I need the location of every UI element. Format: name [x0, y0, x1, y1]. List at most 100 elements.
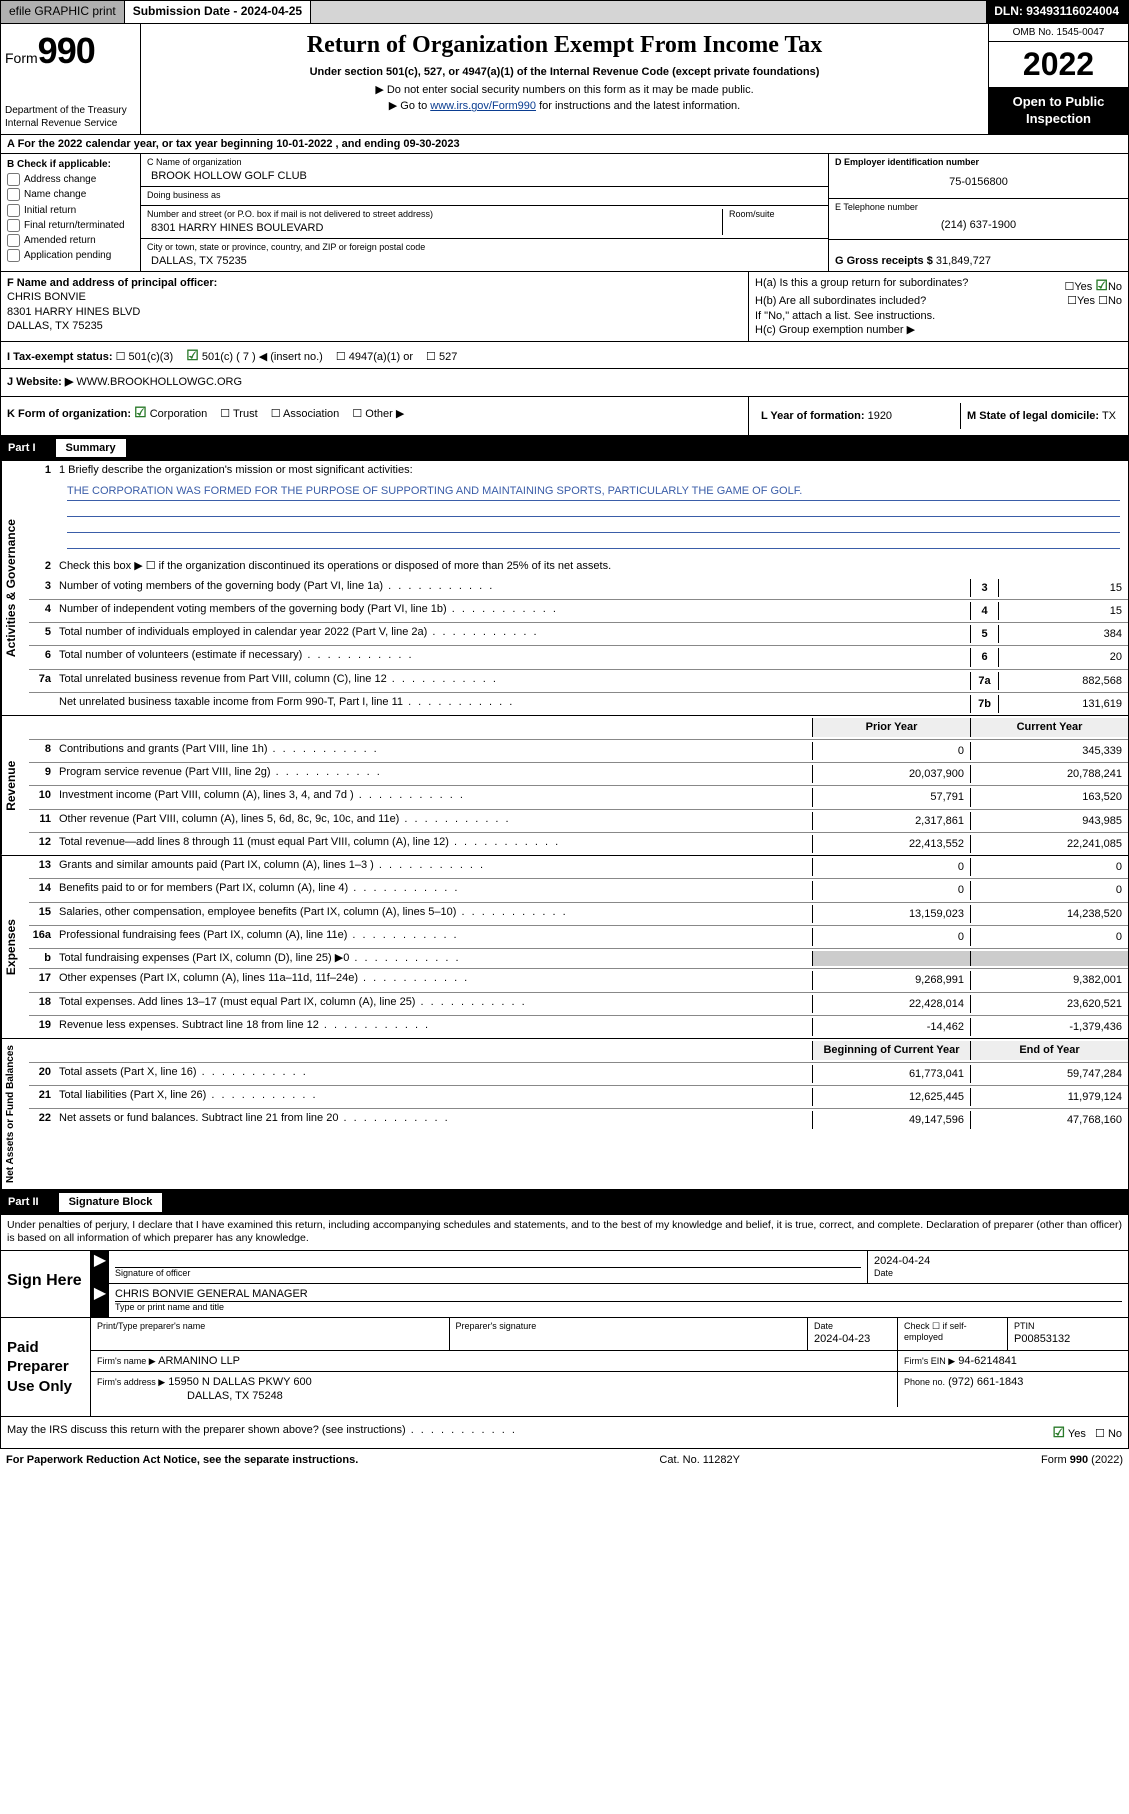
title-cell: Return of Organization Exempt From Incom… — [141, 24, 988, 134]
d-ein: 75-0156800 — [835, 169, 1122, 195]
i-501c[interactable]: ☑ 501(c) ( 7 ) ◀ (insert no.) — [186, 346, 323, 364]
line-text: Number of voting members of the governin… — [59, 579, 970, 593]
current-value: 23,620,521 — [970, 995, 1128, 1013]
hdr-end: End of Year — [970, 1041, 1128, 1059]
line-numbox: 7b — [970, 695, 998, 713]
current-value: 59,747,284 — [970, 1065, 1128, 1083]
prior-value: 13,159,023 — [812, 905, 970, 923]
current-value: 0 — [970, 928, 1128, 946]
hc-label: H(c) Group exemption number ▶ — [755, 323, 1122, 337]
tab-expenses: Expenses — [1, 856, 29, 1038]
prior-value: 0 — [812, 881, 970, 899]
grid-bcdeg: B Check if applicable: Address change Na… — [0, 154, 1129, 272]
form-title: Return of Organization Exempt From Incom… — [151, 30, 978, 61]
line-text: Grants and similar amounts paid (Part IX… — [59, 858, 812, 872]
arrow-icon: ▶ — [91, 1284, 109, 1317]
chk-final-return[interactable]: Final return/terminated — [7, 219, 134, 232]
c-addr: 8301 HARRY HINES BOULEVARD — [147, 221, 722, 235]
note-link: ▶ Go to www.irs.gov/Form990 for instruct… — [151, 99, 978, 113]
line-value: 882,568 — [998, 672, 1128, 690]
line-text: Contributions and grants (Part VIII, lin… — [59, 742, 812, 756]
firm-ein-label: Firm's EIN ▶ — [904, 1356, 955, 1366]
discuss-no[interactable]: No — [1108, 1428, 1122, 1440]
current-value: 20,788,241 — [970, 765, 1128, 783]
discuss-yes-checked[interactable]: ☑ — [1052, 1424, 1065, 1440]
k-other[interactable]: ☐ Other ▶ — [352, 407, 404, 421]
e-phone: (214) 637-1900 — [835, 214, 1122, 236]
note2-pre: ▶ Go to — [389, 100, 430, 112]
sign-here-block: Sign Here ▶ Signature of officer 2024-04… — [0, 1251, 1129, 1318]
discuss-text: May the IRS discuss this return with the… — [7, 1424, 406, 1436]
chk-application-pending[interactable]: Application pending — [7, 249, 134, 262]
line-value: 15 — [998, 579, 1128, 597]
form-word: Form — [5, 50, 38, 66]
omb-cell: OMB No. 1545-0047 2022 Open to Public In… — [988, 24, 1128, 134]
prior-value: 20,037,900 — [812, 765, 970, 783]
prior-value: 0 — [812, 742, 970, 760]
efile-btn[interactable]: efile GRAPHIC print — [1, 1, 125, 23]
part1-name: Summary — [56, 439, 126, 457]
f-addr1: 8301 HARRY HINES BLVD — [7, 305, 742, 319]
k-assoc[interactable]: ☐ Association — [271, 407, 340, 421]
ptin: P00853132 — [1014, 1332, 1122, 1346]
subtitle: Under section 501(c), 527, or 4947(a)(1)… — [151, 65, 978, 79]
part1-no: Part I — [8, 441, 56, 455]
current-value: 943,985 — [970, 812, 1128, 830]
j-website: WWW.BROOKHOLLOWGC.ORG — [76, 376, 242, 388]
k-trust[interactable]: ☐ Trust — [220, 407, 257, 421]
hb-yes[interactable]: ☐Yes — [1067, 295, 1095, 307]
hb-no[interactable]: ☐No — [1098, 295, 1122, 307]
paid-preparer-block: Paid Preparer Use Only Print/Type prepar… — [0, 1318, 1129, 1418]
summary-expenses: Expenses 13Grants and similar amounts pa… — [0, 856, 1129, 1039]
note-ssn: ▶ Do not enter social security numbers o… — [151, 83, 978, 97]
chk-initial-return[interactable]: Initial return — [7, 204, 134, 217]
discuss-row: May the IRS discuss this return with the… — [0, 1417, 1129, 1448]
current-value: 9,382,001 — [970, 971, 1128, 989]
chk-label: Initial return — [24, 205, 76, 216]
f-label: F Name and address of principal officer: — [7, 276, 742, 290]
m-value: TX — [1102, 410, 1116, 422]
discuss-yes: Yes — [1068, 1428, 1086, 1440]
department: Department of the Treasury Internal Reve… — [5, 104, 136, 130]
k-corp[interactable]: ☑ Corporation — [134, 403, 207, 421]
g-label: G Gross receipts $ — [835, 254, 933, 268]
ha-yes[interactable]: ☐Yes — [1064, 281, 1092, 293]
chk-name-change[interactable]: Name change — [7, 188, 134, 201]
col-check[interactable]: Check ☐ if self-employed — [904, 1321, 1001, 1344]
grid-fh: F Name and address of principal officer:… — [0, 272, 1129, 342]
firm-name: ARMANINO LLP — [158, 1355, 240, 1367]
ha-no: No — [1108, 281, 1122, 293]
chk-label: Name change — [24, 190, 86, 201]
chk-amended[interactable]: Amended return — [7, 234, 134, 247]
i-4947[interactable]: ☐ 4947(a)(1) or — [336, 350, 413, 364]
ha-no-checked[interactable]: ☑ — [1095, 277, 1108, 293]
l-value: 1920 — [868, 410, 892, 422]
irs-link[interactable]: www.irs.gov/Form990 — [430, 100, 536, 112]
line-text: Total unrelated business revenue from Pa… — [59, 672, 970, 686]
line-text: Total number of individuals employed in … — [59, 625, 970, 639]
prior-value: 12,625,445 — [812, 1088, 970, 1106]
l-label: L Year of formation: — [761, 410, 865, 422]
line-numbox: 5 — [970, 625, 998, 643]
footer-left: For Paperwork Reduction Act Notice, see … — [6, 1453, 358, 1467]
chk-address-change[interactable]: Address change — [7, 173, 134, 186]
hdr-prior: Prior Year — [812, 718, 970, 736]
hdr-beginning: Beginning of Current Year — [812, 1041, 970, 1059]
sig-officer-name: CHRIS BONVIE GENERAL MANAGER — [115, 1287, 1122, 1302]
mission-blank — [67, 517, 1120, 533]
sig-date1: 2024-04-24 — [874, 1254, 1122, 1268]
box-c: C Name of organization BROOK HOLLOW GOLF… — [141, 154, 828, 271]
current-value: 47,768,160 — [970, 1111, 1128, 1129]
i-501c3[interactable]: ☐ 501(c)(3) — [116, 350, 174, 364]
e-label: E Telephone number — [835, 202, 1122, 214]
line-text: Investment income (Part VIII, column (A)… — [59, 788, 812, 802]
i-527[interactable]: ☐ 527 — [426, 350, 457, 364]
phone-label: Phone no. — [904, 1377, 945, 1387]
tab-revenue: Revenue — [1, 716, 29, 855]
summary-activities: Activities & Governance 11 Briefly descr… — [0, 460, 1129, 716]
line-numbox: 3 — [970, 579, 998, 597]
current-value: 22,241,085 — [970, 835, 1128, 853]
line-text: Other expenses (Part IX, column (A), lin… — [59, 971, 812, 985]
c-addr-label: Number and street (or P.O. box if mail i… — [147, 209, 722, 221]
m-label: M State of legal domicile: — [967, 410, 1099, 422]
